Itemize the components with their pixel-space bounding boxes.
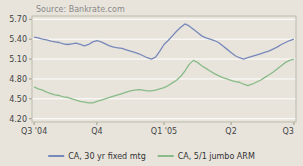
x-tick-label: Q1 '05 (151, 127, 177, 136)
y-tick-label: 5.70 (9, 15, 27, 24)
x-tick-label: Q4 (91, 127, 102, 136)
legend-swatch (48, 155, 64, 157)
grid (32, 19, 296, 118)
legend-label: CA, 5/1 jumbo ARM (178, 152, 255, 161)
grid-line (32, 118, 296, 119)
background (0, 0, 303, 166)
y-tick-label: 4.20 (9, 115, 27, 124)
y-tick-label: 4.80 (9, 75, 27, 84)
x-tick-label: Q3 '04 (21, 127, 47, 136)
legend-swatch (158, 155, 174, 157)
plot-frame (32, 16, 296, 122)
grid-line (32, 59, 296, 60)
grid-line (32, 39, 296, 40)
series-group (34, 24, 294, 103)
chart: 4.20 4.50 4.80 5.10 5.40 5.70 Q3 '04 Q4 Q1 '05 Q2… (0, 0, 303, 166)
legend-item: CA, 5/1 jumbo ARM (158, 152, 255, 161)
y-tick-label: 5.10 (9, 55, 27, 64)
legend-label: CA, 30 yr fixed mtg (68, 152, 146, 161)
legend: CA, 30 yr fixed mtg CA, 5/1 jumbo ARM (48, 152, 255, 161)
y-tick-label: 5.40 (9, 35, 27, 44)
grid-line (32, 78, 296, 79)
axes: 4.20 4.50 4.80 5.10 5.40 5.70 Q3 '04 Q4 Q1 '05 Q2… (9, 15, 294, 136)
series-line (34, 59, 294, 103)
grid-line (32, 19, 296, 20)
y-tick-label: 4.50 (9, 95, 27, 104)
title: Source: Bankrate.com (36, 5, 125, 14)
legend-item: CA, 30 yr fixed mtg (48, 152, 146, 161)
series-line (34, 24, 294, 59)
x-tick-label: Q3 (283, 127, 294, 136)
x-tick-label: Q2 (225, 127, 236, 136)
